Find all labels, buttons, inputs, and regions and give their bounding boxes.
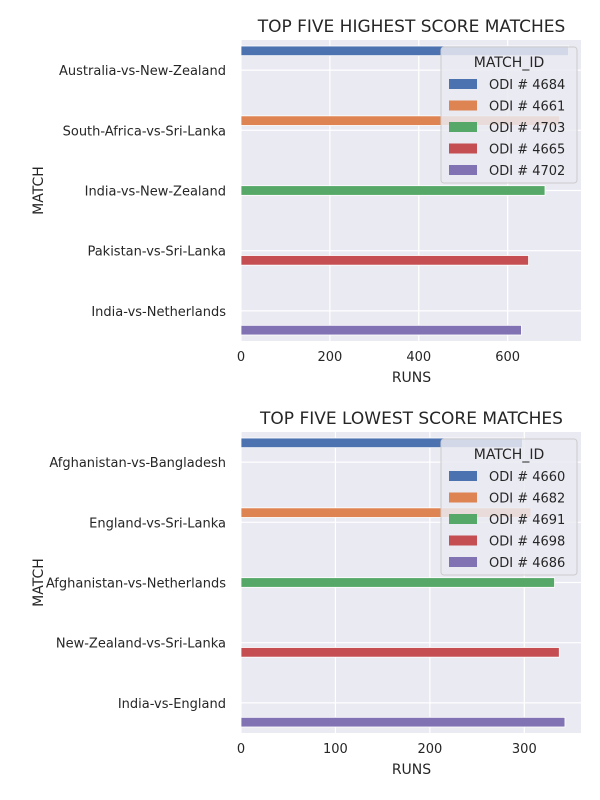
y-tick-label: India-vs-Netherlands <box>91 305 226 320</box>
y-tick-label: Afghanistan-vs-Netherlands <box>46 577 226 592</box>
legend-label: ODI # 4665 <box>489 143 565 158</box>
y-tick-label: New-Zealand-vs-Sri-Lanka <box>56 637 226 652</box>
legend: MATCH_ID ODI # 4660 ODI # 4682 ODI # 4691 OD… <box>440 438 578 576</box>
legend-label: ODI # 4684 <box>489 78 565 93</box>
y-tick-label: South-Africa-vs-Sri-Lanka <box>63 124 226 139</box>
bar <box>240 185 546 196</box>
y-tick-label: Australia-vs-New-Zealand <box>59 64 226 79</box>
bar <box>240 577 555 588</box>
y-tick-label: Afghanistan-vs-Bangladesh <box>49 456 226 471</box>
legend-label: ODI # 4702 <box>489 164 565 179</box>
bar <box>240 716 566 728</box>
x-tick-label: 600 <box>495 350 520 365</box>
legend-swatch <box>449 165 477 175</box>
y-tick-label: England-vs-Sri-Lanka <box>89 516 226 531</box>
legend-swatch <box>449 535 477 546</box>
x-axis-label: RUNS <box>392 762 431 778</box>
x-tick-label: 0 <box>237 350 245 365</box>
chart-panel-1: 0 200 400 600 Australia-vs-New-Zealand South-… <box>31 17 581 386</box>
legend-label: ODI # 4661 <box>489 100 565 115</box>
legend-label: ODI # 4682 <box>489 492 565 507</box>
legend-swatch <box>449 514 477 524</box>
chart-panel-2: 0 100 200 300 Afghanistan-vs-Bangladesh Engla… <box>31 409 581 778</box>
legend-swatch <box>449 143 477 154</box>
legend-swatch <box>449 79 477 89</box>
x-tick-label: 0 <box>237 742 245 757</box>
legend-title: MATCH_ID <box>474 55 545 71</box>
x-tick-label: 400 <box>406 350 431 365</box>
x-tick-label: 300 <box>512 742 537 757</box>
legend-swatch <box>449 557 477 567</box>
y-axis-label: MATCH <box>31 558 47 607</box>
bar <box>240 647 560 658</box>
x-tick-label: 100 <box>323 742 348 757</box>
legend-label: ODI # 4686 <box>489 556 565 571</box>
bar <box>240 255 529 266</box>
legend-label: ODI # 4660 <box>489 470 565 485</box>
bar <box>240 324 522 336</box>
legend-swatch <box>449 492 477 503</box>
x-tick-label: 200 <box>317 350 342 365</box>
y-axis-label: MATCH <box>31 166 47 215</box>
legend-title: MATCH_ID <box>474 447 545 463</box>
legend-swatch <box>449 122 477 132</box>
legend-label: ODI # 4703 <box>489 121 565 136</box>
legend: MATCH_ID ODI # 4684 ODI # 4661 ODI # 4703 OD… <box>440 46 578 184</box>
chart-title: TOP FIVE HIGHEST SCORE MATCHES <box>257 17 566 37</box>
x-tick-label: 200 <box>417 742 442 757</box>
y-tick-label: Pakistan-vs-Sri-Lanka <box>87 245 226 260</box>
y-tick-label: India-vs-New-Zealand <box>85 185 226 200</box>
x-axis-label: RUNS <box>392 370 431 386</box>
legend-label: ODI # 4691 <box>489 513 565 528</box>
y-tick-label: India-vs-England <box>118 697 226 712</box>
chart-title: TOP FIVE LOWEST SCORE MATCHES <box>259 409 563 429</box>
legend-label: ODI # 4698 <box>489 535 565 550</box>
legend-swatch <box>449 100 477 111</box>
legend-swatch <box>449 471 477 481</box>
